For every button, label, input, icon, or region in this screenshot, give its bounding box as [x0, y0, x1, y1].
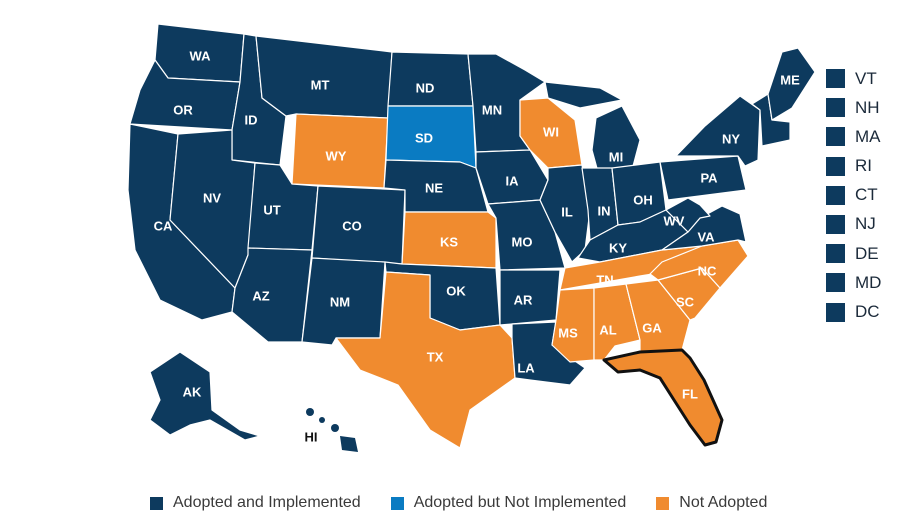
state-label-HI: HI — [305, 430, 318, 445]
state-label-IA: IA — [506, 174, 520, 189]
state-PA[interactable] — [659, 155, 747, 201]
state-label-IN: IN — [598, 204, 611, 219]
legend-swatch — [390, 496, 404, 510]
small-state-abbr: RI — [855, 156, 872, 176]
legend-label: Adopted but Not Implemented — [413, 494, 627, 511]
state-KS[interactable] — [401, 211, 497, 269]
small-states-list: VT NH MA RI CT NJ DE MD DC — [826, 68, 881, 323]
state-label-CO: CO — [342, 219, 362, 234]
state-label-NV: NV — [203, 191, 221, 206]
small-state-abbr: MD — [855, 272, 882, 292]
state-label-UT: UT — [263, 203, 280, 218]
small-state-DC[interactable]: DC — [826, 302, 881, 323]
state-AZ[interactable] — [231, 247, 313, 343]
small-state-swatch — [826, 98, 845, 118]
small-state-NH[interactable]: NH — [826, 97, 881, 118]
state-label-IL: IL — [561, 205, 573, 220]
state-label-FL: FL — [682, 387, 698, 402]
small-state-abbr: VT — [855, 68, 877, 88]
state-ND[interactable] — [387, 51, 474, 107]
legend-item-adopted-not-implemented: Adopted but Not Implemented — [390, 494, 627, 512]
state-label-SD: SD — [415, 131, 433, 146]
state-label-AR: AR — [514, 293, 533, 308]
state-label-GA: GA — [642, 321, 662, 336]
state-ME[interactable] — [767, 47, 816, 121]
state-label-CA: CA — [154, 219, 173, 234]
state-label-SC: SC — [676, 295, 695, 310]
legend-label: Not Adopted — [679, 494, 768, 511]
state-label-ND: ND — [416, 81, 435, 96]
state-label-AZ: AZ — [252, 289, 269, 304]
state-label-ID: ID — [245, 113, 258, 128]
state-label-LA: LA — [517, 361, 535, 376]
state-NY[interactable] — [675, 95, 761, 167]
small-state-swatch — [826, 185, 845, 205]
legend-item-adopted-implemented: Adopted and Implemented — [150, 494, 361, 512]
small-state-MA[interactable]: MA — [826, 126, 881, 147]
state-label-WV: WV — [664, 214, 685, 229]
small-state-abbr: NJ — [855, 214, 876, 234]
state-TX[interactable] — [335, 271, 516, 449]
legend-swatch — [656, 496, 670, 510]
state-label-ME: ME — [780, 73, 800, 88]
legend-swatch — [150, 496, 163, 510]
state-AR[interactable] — [499, 269, 561, 326]
state-label-PA: PA — [700, 171, 718, 186]
small-state-CT[interactable]: CT — [826, 185, 881, 206]
state-label-VA: VA — [697, 230, 715, 245]
state-label-WA: WA — [190, 49, 212, 64]
small-state-swatch — [826, 69, 845, 88]
state-label-MN: MN — [482, 103, 502, 118]
small-state-abbr: DC — [855, 302, 880, 321]
small-state-swatch — [826, 273, 845, 293]
state-label-WY: WY — [326, 149, 347, 164]
state-label-MI: MI — [609, 150, 623, 165]
state-label-NM: NM — [330, 295, 350, 310]
state-label-WI: WI — [543, 125, 559, 140]
state-label-NY: NY — [722, 132, 740, 147]
state-label-OR: OR — [173, 103, 193, 118]
state-label-NC: NC — [698, 264, 717, 279]
state-AK[interactable] — [149, 351, 261, 441]
state-label-MT: MT — [311, 78, 330, 93]
legend-label: Adopted and Implemented — [173, 494, 361, 511]
state-label-TN: TN — [596, 273, 613, 288]
state-HI[interactable] — [306, 408, 358, 452]
small-state-DE[interactable]: DE — [826, 243, 881, 264]
small-state-swatch — [826, 302, 845, 322]
small-state-abbr: DE — [855, 243, 879, 263]
state-label-KS: KS — [440, 235, 458, 250]
small-state-abbr: NH — [855, 97, 880, 117]
small-state-VT[interactable]: VT — [826, 68, 881, 89]
state-FL[interactable] — [602, 348, 724, 447]
small-state-NJ[interactable]: NJ — [826, 214, 881, 235]
state-MI-UP[interactable] — [544, 81, 623, 109]
small-state-swatch — [826, 244, 845, 264]
state-label-MO: MO — [512, 235, 533, 250]
legend: Adopted and Implemented Adopted but Not I… — [150, 494, 797, 512]
small-state-RI[interactable]: RI — [826, 156, 881, 177]
small-state-abbr: CT — [855, 185, 878, 205]
state-label-NE: NE — [425, 181, 443, 196]
state-label-OH: OH — [633, 193, 653, 208]
small-state-abbr: MA — [855, 126, 881, 146]
state-label-AK: AK — [183, 385, 202, 400]
state-label-TX: TX — [427, 350, 444, 365]
state-label-KY: KY — [609, 241, 627, 256]
small-state-swatch — [826, 127, 845, 147]
legend-item-not-adopted: Not Adopted — [656, 494, 767, 512]
small-state-MD[interactable]: MD — [826, 272, 881, 293]
small-state-swatch — [826, 156, 845, 176]
small-state-swatch — [826, 214, 845, 234]
state-label-MS: MS — [558, 326, 578, 341]
state-label-AL: AL — [599, 323, 616, 338]
state-label-OK: OK — [446, 284, 466, 299]
